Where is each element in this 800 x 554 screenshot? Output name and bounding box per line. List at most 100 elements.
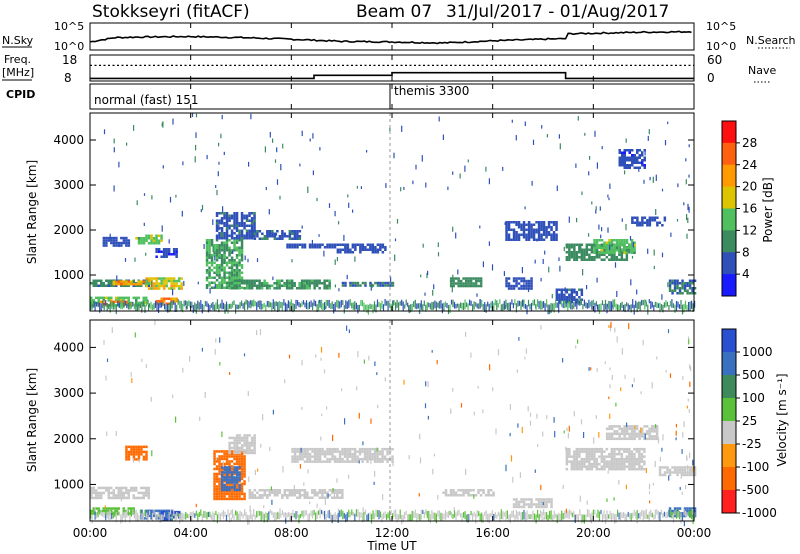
heatmap-region [228,434,256,455]
y-tick-label: 2000 [53,432,84,446]
heatmap-region [248,230,302,240]
freq-label: Freq. [4,53,31,66]
colorbar-swatch [722,375,736,399]
heatmap-region [593,239,636,254]
heatmap-region [125,445,148,461]
colorbar-tick-label: 16 [742,202,757,216]
heatmap-region [135,234,163,245]
power-heatmap [90,113,697,315]
colorbar-swatch [722,467,736,491]
colorbar-swatch [722,142,736,166]
y-tick-label: 3000 [53,178,84,192]
heatmap-region [220,466,241,492]
velocity-heatmap [90,320,697,527]
colorbar-swatch [722,230,736,253]
x-tick-label: 16:00 [475,526,510,540]
time-axis: 00:00 04:00 08:00 12:00 16:00 20:00 00:00 [73,23,711,540]
x-tick-label: 04:00 [173,526,208,540]
colorbar-tick-label: -1000 [742,506,777,520]
heatmap-region [449,277,483,288]
colorbar-swatch [722,274,736,297]
freq-series-line [90,71,694,80]
velocity-colorbar: 1000 500 100 25 -25 -100 -500 -1000 Velocity [m… [721,328,789,520]
y-tick-label: 3000 [53,386,84,400]
heatmap-region [215,212,256,240]
nave-label: Nave [748,64,776,77]
velocity-y-label: Slant Range [km] [25,368,39,472]
heatmap-region [512,498,553,509]
colorbar-tick-label: 12 [742,223,757,237]
colorbar-swatch [722,444,736,468]
heatmap-region [155,248,178,258]
heatmap-region [286,243,339,249]
y-tick-label: 4000 [53,133,84,147]
heatmap-region [668,279,697,295]
x-tick-label: 08:00 [274,526,309,540]
nsky-log-top: 10^5 [54,20,84,33]
freq-unit-label: [MHz] [2,66,34,79]
heatmap-region [145,277,183,290]
colorbar-swatch [722,252,736,275]
nave-tick-bottom: 0 [707,71,715,85]
nsky-series-line [89,30,692,45]
cpid-mode-1: normal (fast) 151 [94,93,198,107]
freq-nave-panel: Freq. [MHz] 18 8 60 0 Nave [2,53,776,85]
cpid-panel: CPID normal (fast) 151 themis 3300 [6,83,695,110]
freq-tick-top: 18 [62,53,77,67]
y-tick-label: 1000 [53,477,84,491]
power-panel: 1000 2000 3000 4000 Slant Range [km] [25,112,697,315]
velocity-y-axis: 1000 2000 3000 4000 [53,340,694,491]
y-tick-label: 2000 [53,223,84,237]
x-tick-label: 12:00 [375,526,410,540]
date-range: 31/Jul/2017 - 01/Aug/2017 [446,2,669,22]
heatmap-region [336,243,387,254]
colorbar-swatch [722,421,736,445]
colorbar-swatch [722,329,736,353]
heatmap-region [341,281,395,287]
colorbar-tick-label: 20 [742,180,757,194]
colorbar-tick-label: 24 [742,158,757,172]
heatmap-region [442,489,495,497]
colorbar-tick-label: 28 [742,136,757,150]
heatmap-region [605,425,659,441]
colorbar-tick-label: 100 [742,391,765,405]
heatmap-region [565,447,646,471]
heatmap-region [102,236,131,247]
colorbar-swatch [722,121,736,144]
heatmap-region [213,450,246,501]
heatmap-region [291,447,394,463]
beam-label: Beam 07 [356,2,432,22]
nsky-log-bottom: 10^0 [54,40,84,53]
colorbar-tick-label: -100 [742,460,769,474]
cpid-label: CPID [6,88,35,101]
power-colorbar: 4 8 12 16 20 24 28 Power [dB] [721,120,775,297]
colorbar-tick-label: 4 [742,267,750,281]
colorbar-swatch [722,398,736,422]
nave-tick-top: 60 [707,53,722,67]
nsky-label: N.Sky [2,34,34,47]
y-tick-label: 1000 [53,268,84,282]
colorbar-tick-label: 25 [742,414,757,428]
heatmap-region [658,466,697,477]
power-y-axis: 1000 2000 3000 4000 [53,133,694,282]
cpid-mode-2: themis 3300 [394,84,469,98]
time-axis-label: Time UT [366,539,417,553]
colorbar-swatch [722,164,736,188]
station-title: Stokkseyri (fitACF) [92,2,250,22]
heatmap-region [555,288,584,304]
colorbar-swatch [722,208,736,231]
nsky-panel: N.Sky 10^5 10^0 10^5 10^0 N.Search [2,20,796,53]
heatmap-region [505,221,558,241]
heatmap-region [248,489,344,499]
colorbar-swatch [722,490,736,514]
velocity-panel: 1000 2000 3000 4000 Slant Range [km] [25,319,697,527]
power-colorbar-label: Power [dB] [761,177,775,242]
heatmap-region [228,279,331,290]
heatmap-region [618,149,646,169]
colorbar-tick-label: -25 [742,437,762,451]
nsearch-log-top: 10^5 [706,20,736,33]
colorbar-tick-label: 8 [742,245,750,259]
x-tick-label: 20:00 [576,526,611,540]
nsearch-log-bottom: 10^0 [706,40,736,53]
